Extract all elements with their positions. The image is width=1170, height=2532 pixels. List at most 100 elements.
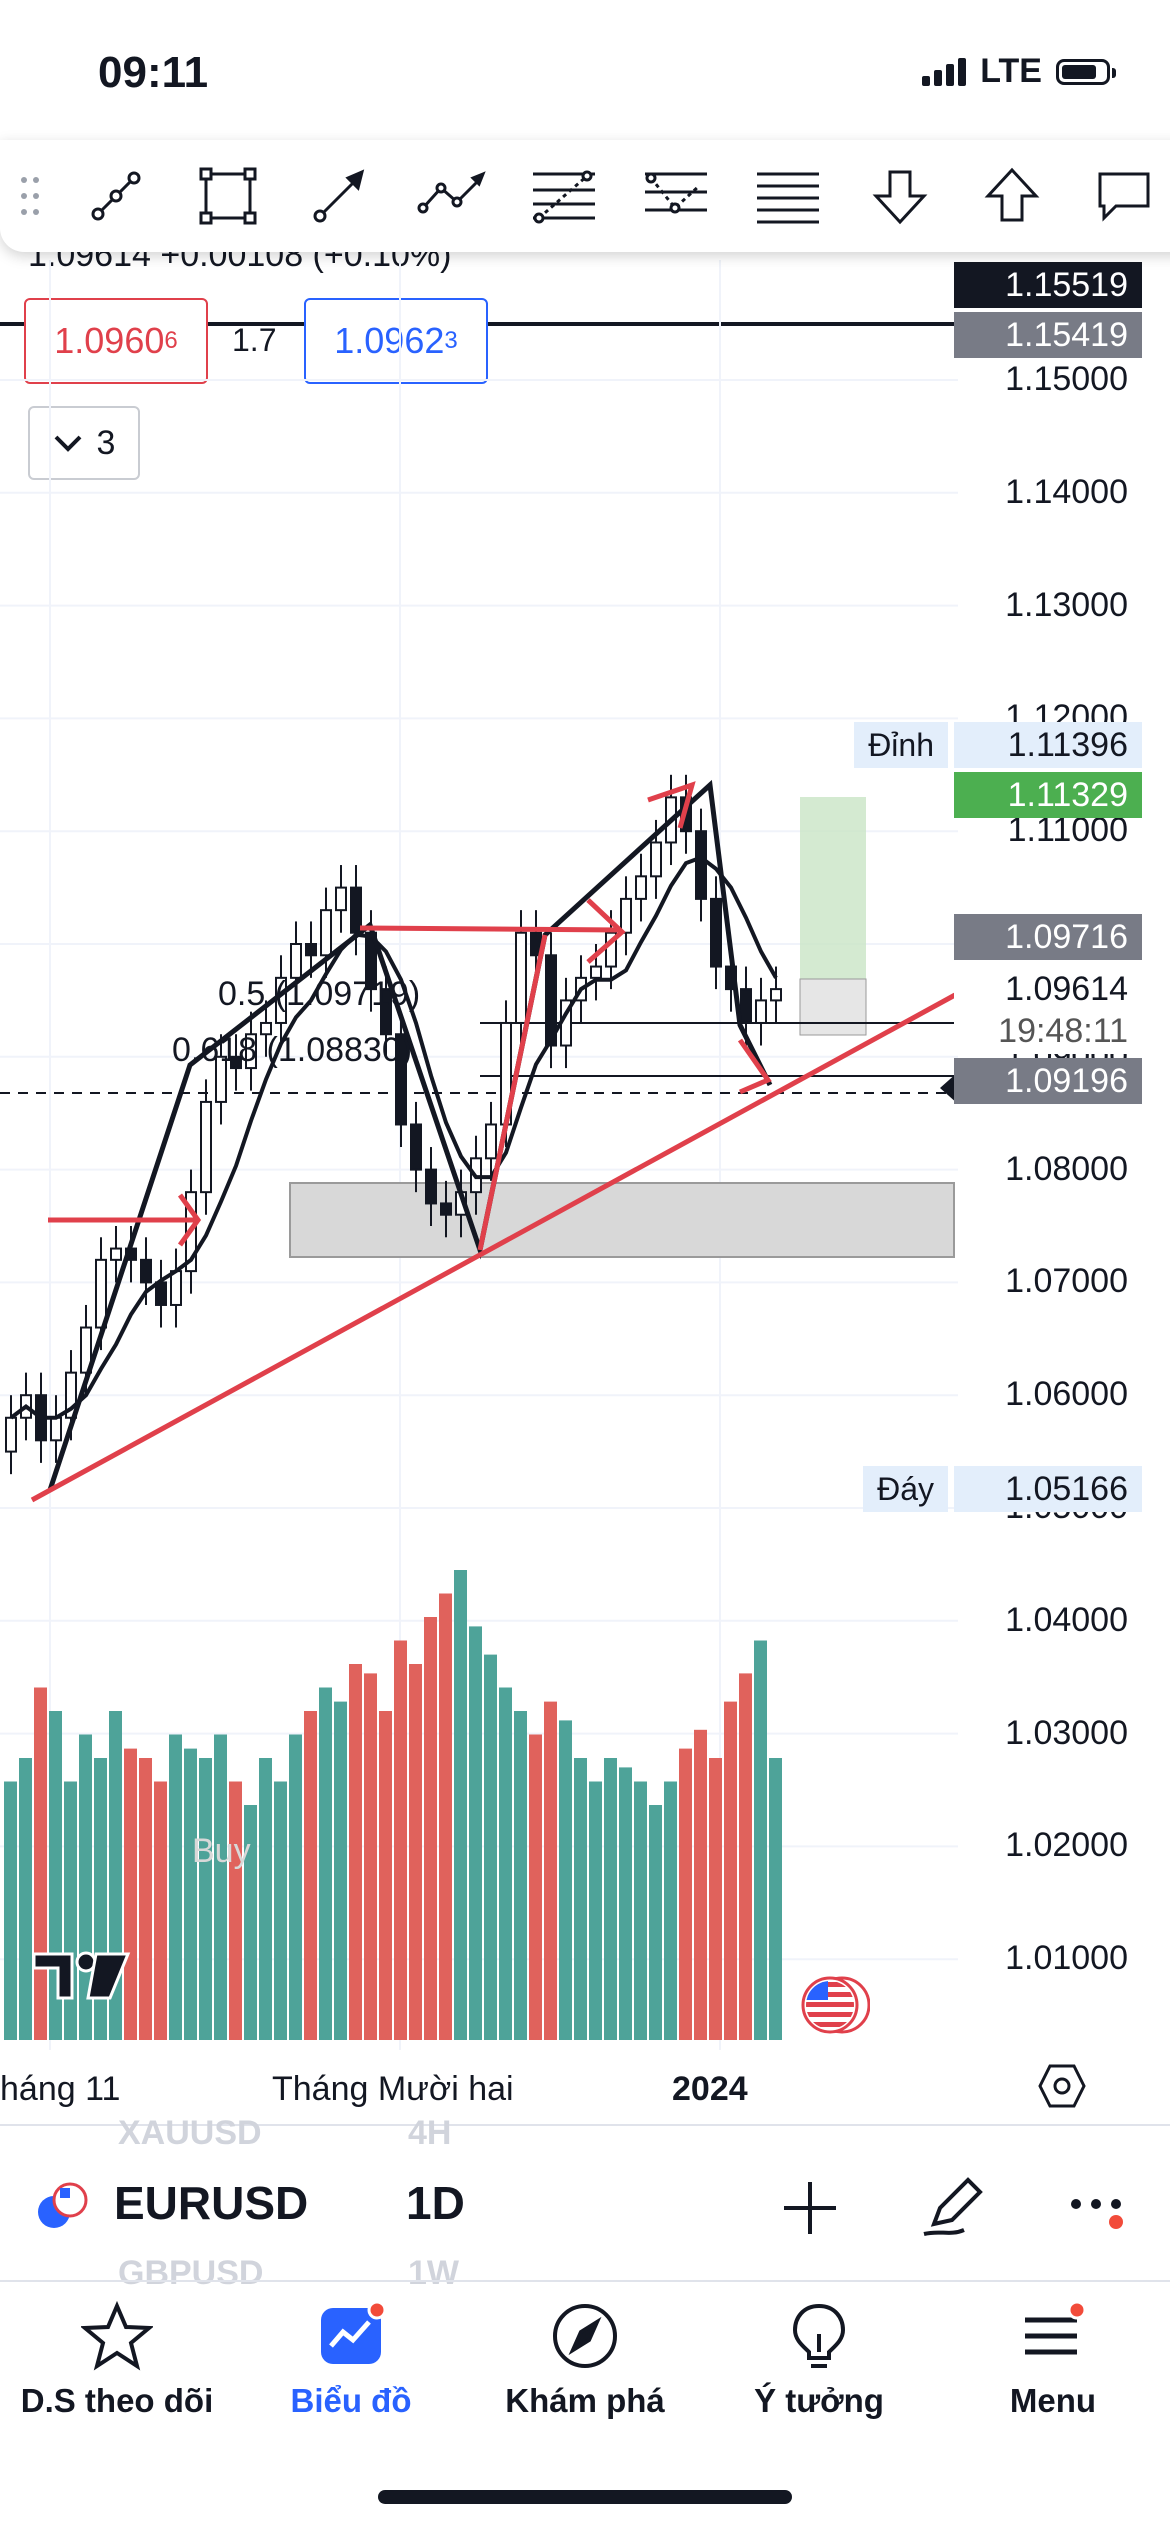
status-time: 09:11: [98, 48, 209, 97]
volume-bar: [439, 1593, 452, 2040]
candle: [635, 875, 647, 900]
breakout-arrow-icon: [586, 898, 626, 964]
candle: [260, 1021, 272, 1036]
candle: [200, 1100, 212, 1194]
candle: [770, 988, 782, 1002]
volume-bar: [469, 1626, 482, 2040]
volume-bar: [214, 1734, 227, 2040]
bottom-navigation: D.S theo dõi Biểu đồ Khám phá Ý tưởng Me…: [0, 2280, 1170, 2430]
candle: [305, 943, 317, 957]
take-profit-label: 1.11329: [954, 772, 1142, 818]
volume-bar: [4, 1781, 17, 2040]
volume-bar: [529, 1734, 542, 2040]
volume-bar: [289, 1734, 302, 2040]
callout-icon[interactable]: [1068, 140, 1170, 252]
tab-explore[interactable]: Khám phá: [468, 2280, 702, 2430]
tab-label: Biểu đồ: [290, 2382, 412, 2419]
us-flag-icon[interactable]: [800, 1970, 871, 2040]
volume-bar: [424, 1617, 437, 2040]
more-options-icon[interactable]: [1068, 2192, 1128, 2237]
volume-bar: [19, 1758, 32, 2040]
trend-line-icon[interactable]: [60, 140, 172, 252]
volume-bar: [34, 1687, 47, 2040]
impulse-arrow-line: [477, 934, 548, 1251]
tab-label: D.S theo dõi: [20, 2382, 214, 2419]
volume-bar: [619, 1767, 632, 2040]
fib-label-05: 0.5 (1.09719): [218, 975, 420, 1013]
buy-price: 1.0962: [334, 320, 445, 361]
add-button[interactable]: [780, 2178, 840, 2243]
candle: [140, 1258, 152, 1284]
path-icon[interactable]: [396, 140, 508, 252]
sell-price: 1.0960: [54, 320, 165, 361]
moving-average-line: [9, 855, 778, 1420]
tab-ideas[interactable]: Ý tưởng: [702, 2280, 936, 2430]
eu-flag-icon: [34, 2178, 90, 2239]
signal-icon: [922, 57, 967, 86]
candle: [605, 931, 617, 968]
compass-icon: [553, 2304, 617, 2368]
drag-handle-icon[interactable]: [0, 174, 60, 218]
time-label-dec: Tháng Mười hai: [272, 2070, 514, 2108]
volume-bar: [379, 1711, 392, 2040]
resistance-line-2: [359, 925, 621, 933]
arrow-down-icon[interactable]: [844, 140, 956, 252]
status-indicators: LTE: [922, 52, 1116, 91]
parallel-channel-icon[interactable]: [732, 140, 844, 252]
volume-bar: [199, 1758, 212, 2040]
volume-bar: [574, 1758, 587, 2040]
volume-bar: [559, 1720, 572, 2040]
low-label: Đáy: [863, 1466, 948, 1512]
volume-bar: [394, 1640, 407, 2040]
tab-watchlist[interactable]: D.S theo dõi: [0, 2280, 234, 2430]
volume-bar: [664, 1781, 677, 2040]
chart-canvas[interactable]: 0.5 (1.09719) 0.618 (1.08830) Buy: [0, 240, 958, 2070]
tab-menu[interactable]: Menu: [936, 2280, 1170, 2430]
candle: [215, 1055, 227, 1103]
candle: [65, 1371, 77, 1419]
volume-bar: [229, 1781, 242, 2040]
tab-label: Ý tưởng: [754, 2382, 884, 2419]
volume-bar: [754, 1640, 767, 2040]
breakout-arrow-icon-2: [177, 1193, 202, 1247]
candle: [350, 886, 362, 934]
volume-bar: [154, 1781, 167, 2040]
candle: [50, 1416, 62, 1442]
menu-icon: [1025, 2300, 1087, 2355]
buy-button[interactable]: 1.0962 3: [304, 298, 488, 384]
candle: [695, 830, 707, 900]
tab-chart[interactable]: Biểu đồ: [234, 2280, 468, 2430]
price-tick: 1.15000: [1005, 360, 1128, 398]
tab-label: Khám phá: [505, 2382, 665, 2419]
volume-bar: [634, 1781, 647, 2040]
candle: [290, 943, 302, 979]
peak-marker-icon: [647, 781, 696, 829]
sell-button[interactable]: 1.0960 6: [24, 298, 208, 384]
volume-bar: [274, 1781, 287, 2040]
symbol-name[interactable]: EURUSD: [114, 2177, 309, 2229]
candle: [740, 988, 752, 1024]
network-label: LTE: [980, 52, 1042, 90]
candle: [515, 931, 527, 1024]
drawing-tools-button[interactable]: [920, 2172, 988, 2245]
divider: [0, 2280, 1170, 2282]
collapse-indicators-button[interactable]: 3: [28, 406, 140, 480]
arrow-up-icon[interactable]: [956, 140, 1068, 252]
high-label: Đỉnh: [854, 722, 948, 768]
projection-icon[interactable]: [620, 140, 732, 252]
price-tick: 1.04000: [1005, 1600, 1128, 1639]
fib-retracement-icon[interactable]: [508, 140, 620, 252]
price-tick: 1.07000: [1005, 1262, 1128, 1301]
candle: [80, 1326, 92, 1374]
chart-settings-icon[interactable]: [1038, 2064, 1086, 2113]
arrow-line-icon[interactable]: [284, 140, 396, 252]
candle: [650, 841, 662, 878]
volume-bar: [589, 1781, 602, 2040]
volume-bar: [454, 1570, 467, 2040]
stop-loss-zone: [799, 978, 867, 1036]
volume-bar: [334, 1701, 347, 2040]
interval-selector[interactable]: 1D: [406, 2177, 465, 2229]
rectangle-icon[interactable]: [172, 140, 284, 252]
lightbulb-icon: [792, 2303, 846, 2368]
candle: [425, 1168, 437, 1205]
